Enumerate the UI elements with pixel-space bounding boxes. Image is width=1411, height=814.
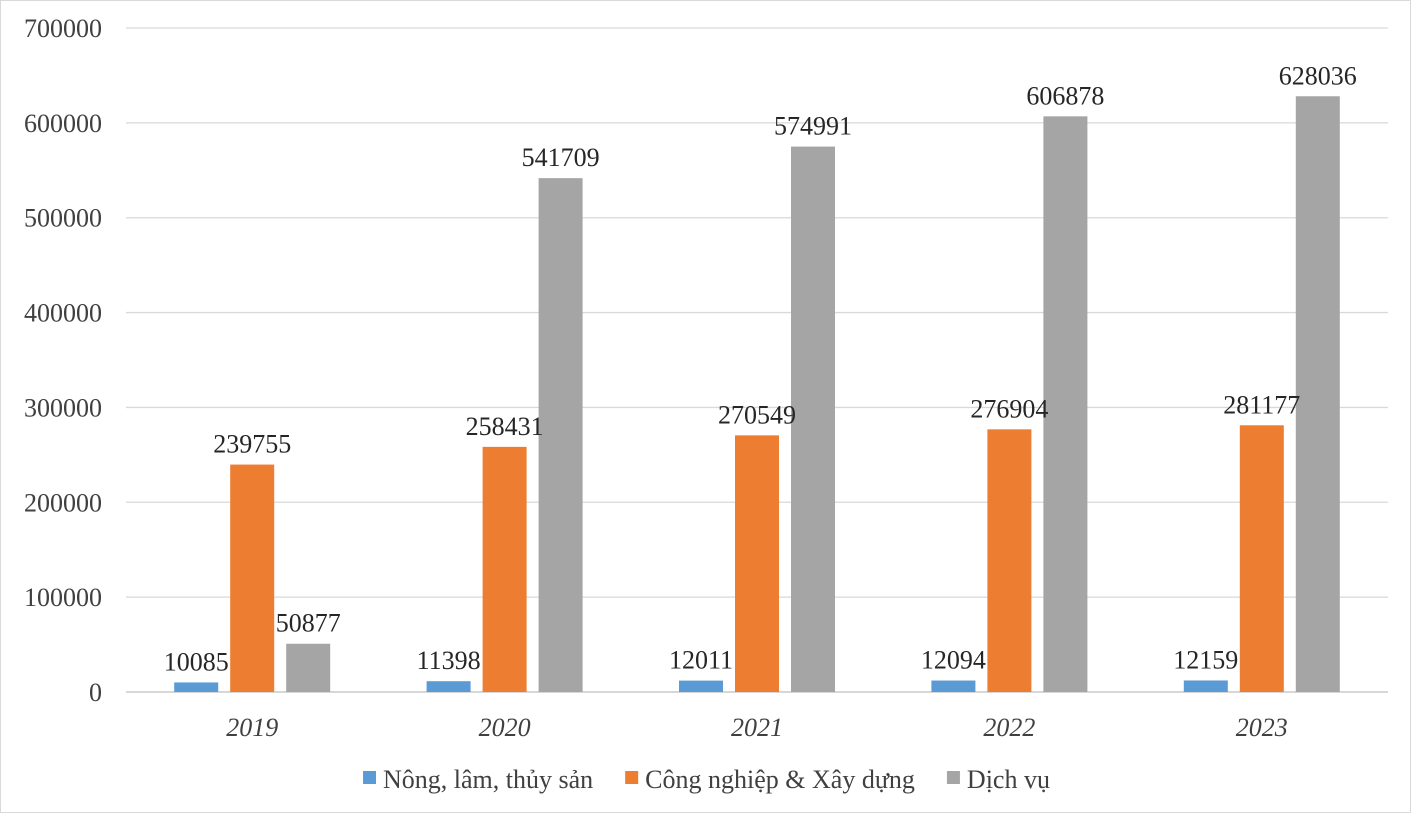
data-label: 11398: [417, 646, 481, 675]
y-tick-label: 500000: [24, 204, 102, 233]
data-label: 50877: [276, 609, 341, 638]
bar: [987, 429, 1032, 692]
y-tick-label: 0: [89, 678, 102, 707]
y-tick-label: 200000: [24, 488, 102, 517]
y-tick-label: 600000: [24, 109, 102, 138]
bar: [482, 446, 527, 692]
bar: [1183, 680, 1228, 692]
y-axis-ticks: 0 100000 200000 300000 400000 500000 600000 700…: [24, 14, 102, 707]
data-label: 12159: [1173, 645, 1238, 674]
y-tick-label: 300000: [24, 393, 102, 422]
legend-label: Công nghiệp & Xây dựng: [645, 765, 915, 794]
bar: [679, 680, 723, 692]
bar: [1295, 96, 1340, 692]
x-axis-categories: 2019 2020 2021 2022 2023: [226, 713, 1288, 742]
x-tick-label: 2019: [226, 713, 278, 742]
bar: [286, 643, 331, 692]
x-tick-label: 2023: [1236, 713, 1288, 742]
legend-swatch: [363, 771, 377, 784]
data-label: 239755: [213, 430, 291, 459]
legend: Nông, lâm, thủy sản Công nghiệp & Xây dựn…: [363, 765, 1050, 794]
data-label: 10085: [164, 647, 229, 676]
y-tick-label: 700000: [24, 14, 102, 43]
bar: [426, 681, 471, 692]
data-label: 12011: [669, 646, 733, 675]
bar: [735, 435, 779, 692]
bar: [1239, 425, 1284, 692]
data-label: 276904: [970, 394, 1048, 423]
data-label: 628036: [1279, 61, 1357, 90]
data-label: 258431: [466, 412, 544, 441]
data-label: 281177: [1223, 390, 1300, 419]
bar: [174, 682, 219, 692]
bar: [791, 146, 835, 693]
data-label: 12094: [921, 646, 986, 675]
bar: [1043, 116, 1088, 692]
data-label: 606878: [1026, 81, 1104, 110]
data-label: 270549: [718, 400, 796, 429]
data-label: 541709: [522, 143, 600, 172]
x-tick-label: 2022: [983, 713, 1035, 742]
x-tick-label: 2020: [479, 713, 531, 742]
legend-label: Dịch vụ: [967, 765, 1050, 794]
data-label: 574991: [774, 112, 852, 141]
legend-swatch: [946, 771, 960, 784]
bar: [931, 680, 976, 692]
y-tick-label: 100000: [24, 583, 102, 612]
data-labels: 10085 239755 50877 11398 258431 541709 12011 27…: [164, 61, 1357, 676]
legend-swatch: [625, 771, 639, 784]
bar: [230, 464, 275, 692]
x-tick-label: 2021: [731, 713, 783, 742]
legend-label: Nông, lâm, thủy sản: [383, 765, 593, 794]
y-tick-label: 400000: [24, 299, 102, 328]
bars: [174, 96, 1340, 693]
bar: [538, 178, 583, 692]
